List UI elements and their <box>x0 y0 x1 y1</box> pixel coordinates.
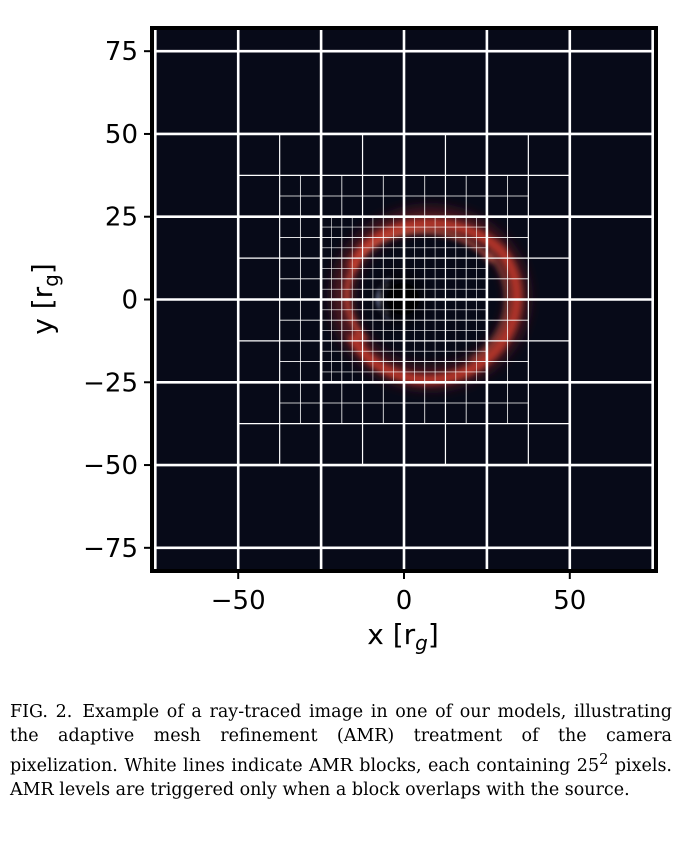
y-axis-ticks: 75 50 25 0 −25 −50 −75 <box>83 37 152 564</box>
figure-caption: FIG. 2. Example of a ray-traced image in … <box>10 700 672 802</box>
caption-superscript: 2 <box>599 751 609 768</box>
y-tick-label: 0 <box>121 286 138 316</box>
x-tick-label: −50 <box>211 586 266 616</box>
caption-text-2: pixels. AMR levels are triggered only wh… <box>10 755 672 800</box>
amr-block-grid <box>152 28 656 571</box>
x-axis-label: x [rg] <box>367 618 439 655</box>
y-axis-label: y [rg] <box>26 263 63 335</box>
y-tick-label: 75 <box>105 37 138 67</box>
x-tick-label: 0 <box>396 586 413 616</box>
y-tick-label: −75 <box>83 534 138 564</box>
caption-text-1: Example of a ray-traced image in one of … <box>10 702 672 776</box>
figure-plot: −50 0 50 75 50 25 0 −25 −50 −75 x [rg] y [rg] <box>26 26 658 655</box>
x-axis-ticks: −50 0 50 <box>211 571 586 616</box>
y-tick-label: 50 <box>105 120 138 150</box>
y-tick-label: −25 <box>83 368 138 398</box>
y-tick-label: 25 <box>105 203 138 233</box>
figure-label: FIG. 2. <box>10 702 73 722</box>
x-tick-label: 50 <box>553 586 586 616</box>
y-tick-label: −50 <box>83 451 138 481</box>
